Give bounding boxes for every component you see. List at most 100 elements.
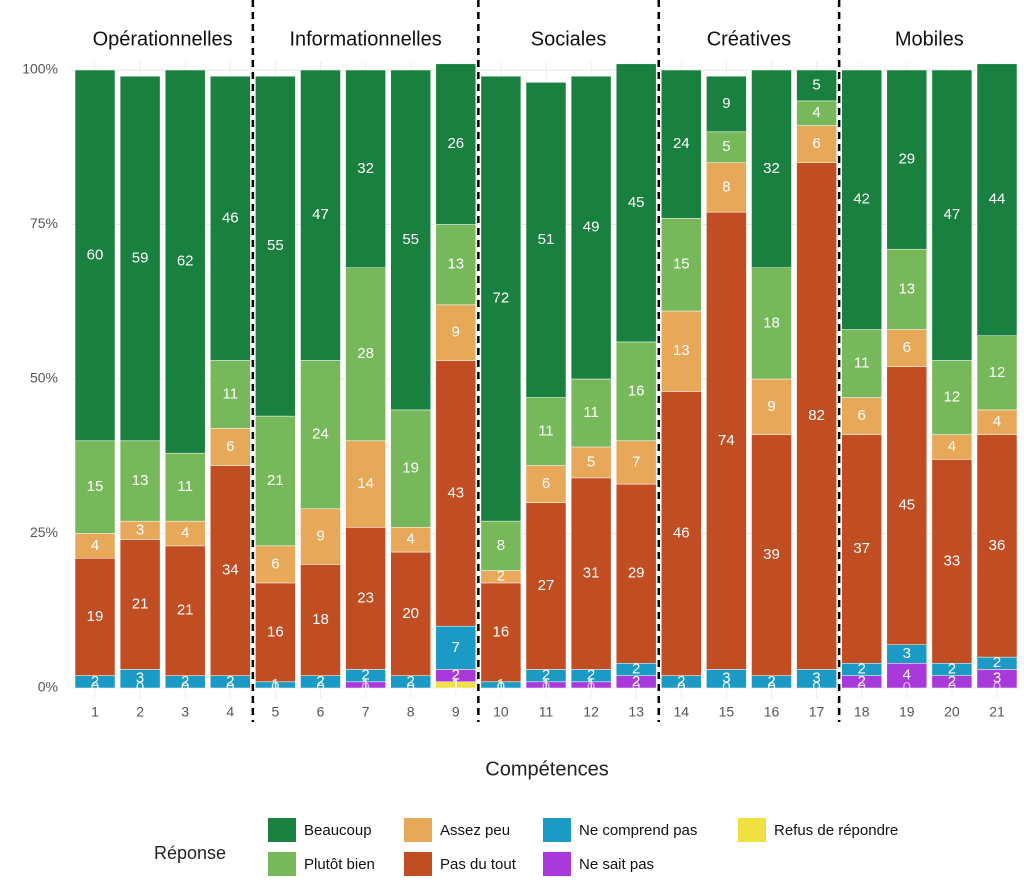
bar-segment [841, 69, 882, 330]
value-label: 16 [493, 623, 510, 640]
bar-segment [976, 335, 1018, 411]
y-tick-label: 100% [22, 61, 58, 77]
value-label: 49 [583, 219, 600, 236]
value-label: 6 [858, 407, 866, 424]
value-label: 9 [316, 528, 324, 545]
x-tick-label: 20 [944, 704, 960, 720]
bar-segment [255, 582, 296, 683]
bar-segment [345, 69, 386, 269]
value-label: 12 [944, 389, 961, 406]
value-label: 0 [181, 679, 189, 696]
value-label: 46 [673, 524, 690, 541]
legend-label: Refus de répondre [774, 822, 898, 839]
x-tick-label: 4 [226, 704, 234, 720]
value-label: 0 [361, 679, 369, 696]
value-label: 21 [177, 602, 194, 619]
x-tick-label: 10 [493, 704, 509, 720]
value-label: 16 [267, 623, 284, 640]
value-label: 59 [132, 249, 149, 266]
value-label: 13 [898, 280, 915, 297]
value-label: 2 [226, 673, 234, 690]
value-label: 0 [407, 679, 415, 696]
value-label: 43 [447, 484, 464, 501]
value-label: 4 [903, 667, 911, 684]
facet-title: Créatives [707, 28, 791, 50]
x-tick-label: 13 [628, 704, 644, 720]
bar-segment [615, 440, 657, 485]
value-label: 1 [587, 676, 595, 693]
value-label: 0 [903, 679, 911, 696]
bar-segment [886, 366, 928, 645]
bar-segment [435, 63, 477, 225]
x-tick-label: 18 [854, 704, 870, 720]
bar-segment [976, 409, 1018, 435]
y-tick-label: 75% [30, 215, 58, 231]
value-label: 60 [87, 246, 104, 263]
legend-swatch [543, 852, 571, 876]
value-label: 7 [632, 453, 640, 470]
value-label: 13 [673, 342, 690, 359]
x-tick-label: 15 [719, 704, 735, 720]
value-label: 3 [136, 670, 144, 687]
x-tick-label: 11 [539, 704, 554, 720]
value-label: 6 [812, 135, 820, 152]
value-label: 0 [91, 679, 99, 696]
value-label: 5 [587, 453, 595, 470]
bar-segment [210, 428, 251, 466]
value-label: 74 [718, 432, 735, 449]
value-label: 2 [587, 667, 595, 684]
value-label: 5 [812, 76, 820, 93]
value-label: 45 [898, 497, 915, 514]
value-label: 0 [497, 679, 505, 696]
value-label: 28 [357, 345, 374, 362]
value-label: 23 [357, 589, 374, 606]
value-label: 0 [767, 679, 775, 696]
legend-swatch [404, 852, 432, 876]
x-axis-title: Compétences [485, 758, 608, 780]
value-label: 6 [542, 475, 550, 492]
value-label: 2 [948, 660, 956, 677]
bar-segment [300, 360, 341, 510]
value-label: 6 [903, 339, 911, 356]
value-label: 2 [181, 673, 189, 690]
value-label: 0 [948, 679, 956, 696]
value-label: 13 [132, 472, 149, 489]
facet-title: Informationnelles [289, 28, 441, 50]
value-label: 45 [628, 194, 645, 211]
bar-segment [119, 440, 161, 522]
legend-label: Ne sait pas [579, 856, 654, 873]
bar-segment [706, 75, 747, 133]
value-label: 3 [722, 670, 730, 687]
bar-segment [480, 520, 522, 571]
bar-segment [931, 69, 973, 361]
value-label: 42 [853, 191, 870, 208]
legend-swatch [268, 818, 296, 842]
value-label: 18 [312, 611, 329, 628]
bar-segment [615, 63, 657, 343]
bar-segment [300, 69, 341, 361]
x-tick-label: 3 [181, 704, 189, 720]
value-label: 6 [226, 438, 234, 455]
value-label: 13 [447, 256, 464, 273]
value-label: 0 [812, 679, 820, 696]
legend-label: Beaucoup [304, 822, 372, 839]
bar-segment [435, 625, 477, 670]
value-label: 72 [493, 290, 510, 307]
legend-title: Réponse [154, 843, 226, 863]
bar-segment [796, 69, 837, 102]
value-label: 34 [222, 562, 239, 579]
bar-segment [480, 75, 522, 522]
legend-label: Assez peu [440, 822, 510, 839]
value-label: 8 [497, 537, 505, 554]
x-tick-label: 16 [764, 704, 780, 720]
value-label: 8 [722, 178, 730, 195]
value-label: 47 [944, 206, 961, 223]
value-label: 0 [271, 679, 279, 696]
value-label: 2 [677, 673, 685, 690]
bar-segment [390, 409, 431, 528]
bar-segment [751, 378, 792, 435]
bar-segment [345, 527, 386, 670]
value-label: 0 [271, 679, 279, 696]
bar-segment [390, 551, 431, 676]
value-label: 2 [361, 667, 369, 684]
